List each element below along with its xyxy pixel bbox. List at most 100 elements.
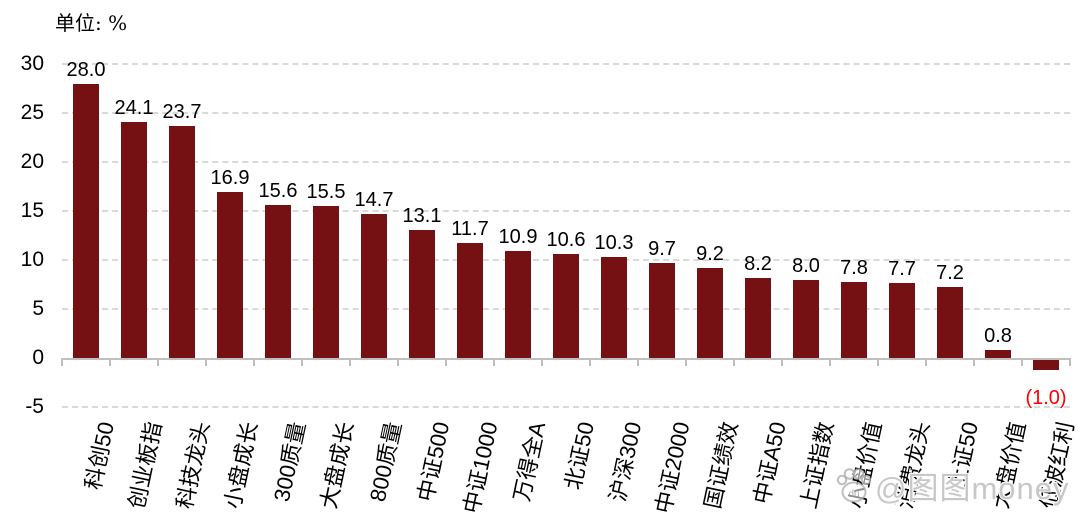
- bar-中证500: [409, 229, 435, 358]
- value-label: 9.7: [648, 237, 676, 260]
- x-axis-tick: [1069, 358, 1071, 366]
- x-axis-tick: [493, 358, 495, 366]
- x-axis-category-label: 北证50: [559, 419, 599, 492]
- gridline-15: [62, 210, 1070, 212]
- bar-万得全A: [505, 251, 531, 358]
- value-label: 10.6: [546, 229, 586, 252]
- bar-消费龙头: [889, 282, 915, 358]
- x-axis-category-label: 上证指数: [795, 419, 839, 511]
- value-label: 8.0: [792, 254, 820, 277]
- bar-中证2000: [649, 262, 675, 358]
- x-axis-category-label: 中证A50: [748, 419, 791, 507]
- y-axis: 30 25 20 15 10 5 0 -5: [0, 0, 48, 526]
- x-axis-category-label: 中证1000: [458, 419, 503, 516]
- x-axis-tick: [925, 358, 927, 366]
- x-axis-tick: [61, 358, 63, 366]
- value-label: 23.7: [162, 100, 202, 123]
- x-axis-category-label: 小盘成长: [219, 419, 263, 511]
- x-axis-tick: [349, 358, 351, 366]
- x-axis-category-label: 沪深300: [605, 419, 647, 504]
- unit-label: 单位: %: [55, 11, 128, 35]
- bar-低波红利: [1033, 360, 1059, 370]
- x-axis-tick: [829, 358, 831, 366]
- bar-小盘成长: [217, 192, 243, 358]
- bar-创业板指: [121, 121, 147, 358]
- x-axis-tick: [541, 358, 543, 366]
- x-axis-line: [62, 358, 1070, 360]
- value-label: 10.9: [498, 226, 538, 249]
- value-label: 15.6: [258, 180, 298, 203]
- y-axis-tick-label: 5: [32, 297, 44, 320]
- value-label: 7.8: [840, 256, 868, 279]
- value-label: 11.7: [451, 218, 489, 241]
- bar-国证绩效: [697, 267, 723, 358]
- value-label: 0.8: [984, 325, 1012, 348]
- x-axis-category-label: 大盘价值: [987, 419, 1031, 511]
- value-label: 7.2: [936, 262, 964, 285]
- value-label: 7.7: [888, 257, 916, 280]
- bar-科创50: [73, 83, 99, 358]
- value-label: 13.1: [402, 204, 442, 227]
- x-axis-tick: [685, 358, 687, 366]
- gridline-30: [62, 63, 1070, 65]
- bar-300质量: [265, 205, 291, 358]
- x-axis-tick: [733, 358, 735, 366]
- bar-小盘价值: [841, 281, 867, 358]
- x-axis-category-label: 300质量: [269, 419, 311, 504]
- x-axis-category-label: 科技龙头: [171, 419, 215, 511]
- y-axis-tick-label: 30: [20, 52, 44, 75]
- value-label: 10.3: [594, 232, 634, 255]
- bar-上证50: [937, 287, 963, 358]
- x-axis-tick: [109, 358, 111, 366]
- x-axis-category-label: 中证500: [413, 419, 455, 504]
- x-axis-category-label: 创业板指: [123, 419, 167, 511]
- y-axis-tick-label: -5: [25, 395, 44, 418]
- value-label: 15.5: [306, 181, 346, 204]
- x-axis-tick: [301, 358, 303, 366]
- x-axis-tick: [1021, 358, 1023, 366]
- x-axis-category-label: 大盘成长: [315, 419, 359, 511]
- x-axis-tick: [397, 358, 399, 366]
- value-label: 28.0: [66, 58, 106, 81]
- value-label: 14.7: [354, 188, 394, 211]
- y-axis-tick-label: 25: [20, 101, 44, 124]
- x-axis-tick: [781, 358, 783, 366]
- x-axis-tick: [589, 358, 591, 366]
- bar-北证50: [553, 254, 579, 358]
- x-axis-tick: [445, 358, 447, 366]
- bar-科技龙头: [169, 125, 195, 358]
- x-axis-tick: [637, 358, 639, 366]
- x-axis-category-label: 800质量: [365, 419, 407, 504]
- x-axis-tick: [205, 358, 207, 366]
- y-axis-tick-label: 20: [20, 150, 44, 173]
- bar-800质量: [361, 213, 387, 358]
- bar-中证A50: [745, 277, 771, 358]
- y-axis-tick-label: 10: [20, 248, 44, 271]
- x-axis-category-label: 科创50: [79, 419, 119, 492]
- x-axis-category-label: 万得全A: [509, 419, 551, 504]
- gridline-25: [62, 112, 1070, 114]
- x-axis-category-label: 国证绩效: [699, 419, 743, 511]
- value-label: 9.2: [696, 242, 724, 265]
- x-axis-category-label: 低波红利: [1035, 419, 1079, 511]
- x-axis-tick: [157, 358, 159, 366]
- value-label: 16.9: [210, 167, 250, 190]
- value-label: 24.1: [114, 96, 154, 119]
- bar-中证1000: [457, 243, 483, 358]
- y-axis-tick-label: 0: [32, 346, 44, 369]
- value-label: (1.0): [1025, 386, 1067, 409]
- x-axis-tick: [973, 358, 975, 366]
- bar-沪深300: [601, 257, 627, 358]
- plot-area: 28.0 科创50 24.1 创业板指 23.7 科技龙头 16.9 小盘成长 15.6 300质…: [61, 0, 1078, 526]
- x-axis-category-label: 消费龙头: [891, 419, 935, 511]
- gridline-20: [62, 161, 1070, 163]
- bar-大盘成长: [313, 206, 339, 358]
- value-label: 8.2: [744, 252, 772, 275]
- bar-上证指数: [793, 279, 819, 358]
- x-axis-category-label: 中证2000: [650, 419, 695, 516]
- bar-大盘价值: [985, 350, 1011, 358]
- x-axis-category-label: 上证50: [943, 419, 983, 492]
- x-axis-tick: [877, 358, 879, 366]
- y-axis-tick-label: 15: [20, 199, 44, 222]
